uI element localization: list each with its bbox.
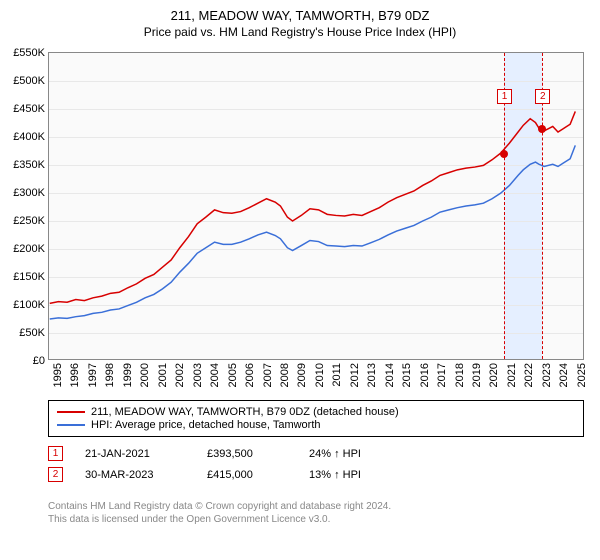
data-row-price: £393,500: [207, 448, 287, 460]
series-blue: [50, 145, 576, 319]
x-axis-label: 2019: [471, 363, 483, 387]
y-axis-label: £300K: [13, 187, 45, 199]
y-axis-label: £450K: [13, 103, 45, 115]
chart-marker-box: 2: [535, 89, 550, 104]
x-axis-label: 2018: [454, 363, 466, 387]
legend-row: 211, MEADOW WAY, TAMWORTH, B79 0DZ (deta…: [57, 406, 575, 418]
x-axis-label: 2005: [227, 363, 239, 387]
data-row-pct: 24% ↑ HPI: [309, 448, 389, 460]
legend-swatch: [57, 424, 85, 426]
x-axis-label: 1996: [69, 363, 81, 387]
data-row-price: £415,000: [207, 469, 287, 481]
series-red: [50, 111, 576, 303]
y-axis-label: £550K: [13, 47, 45, 59]
x-axis-label: 2008: [279, 363, 291, 387]
x-axis-label: 1999: [122, 363, 134, 387]
x-axis-label: 2013: [366, 363, 378, 387]
x-axis-label: 2022: [523, 363, 535, 387]
x-axis-label: 1997: [87, 363, 99, 387]
x-axis-label: 2010: [314, 363, 326, 387]
footer-line-1: Contains HM Land Registry data © Crown c…: [48, 500, 391, 513]
plot-area: £0£50K£100K£150K£200K£250K£300K£350K£400…: [48, 52, 584, 360]
y-axis-label: £100K: [13, 299, 45, 311]
data-row: 2 30-MAR-2023 £415,000 13% ↑ HPI: [48, 467, 389, 482]
chart-container: 211, MEADOW WAY, TAMWORTH, B79 0DZ Price…: [0, 0, 600, 560]
data-row-pct: 13% ↑ HPI: [309, 469, 389, 481]
data-row-date: 30-MAR-2023: [85, 469, 185, 481]
y-axis-label: £250K: [13, 215, 45, 227]
legend-label: 211, MEADOW WAY, TAMWORTH, B79 0DZ (deta…: [91, 406, 399, 418]
y-axis-label: £0: [33, 355, 45, 367]
x-axis-label: 2016: [419, 363, 431, 387]
x-axis-label: 1998: [104, 363, 116, 387]
x-axis-label: 2000: [139, 363, 151, 387]
footer-text: Contains HM Land Registry data © Crown c…: [48, 500, 391, 526]
y-axis-label: £200K: [13, 243, 45, 255]
x-axis-label: 2003: [192, 363, 204, 387]
y-axis-label: £150K: [13, 271, 45, 283]
x-axis-label: 2017: [436, 363, 448, 387]
x-axis-label: 2004: [209, 363, 221, 387]
legend-label: HPI: Average price, detached house, Tamw…: [91, 419, 321, 431]
x-axis-label: 2007: [262, 363, 274, 387]
x-axis-label: 2014: [384, 363, 396, 387]
chart-marker-dot: [500, 150, 508, 158]
chart-marker-box: 1: [497, 89, 512, 104]
footer-line-2: This data is licensed under the Open Gov…: [48, 513, 391, 526]
data-row-date: 21-JAN-2021: [85, 448, 185, 460]
transaction-rows: 1 21-JAN-2021 £393,500 24% ↑ HPI 2 30-MAR-202…: [48, 446, 389, 488]
legend-box: 211, MEADOW WAY, TAMWORTH, B79 0DZ (deta…: [48, 400, 584, 437]
x-axis-label: 2012: [349, 363, 361, 387]
y-axis-label: £50K: [19, 327, 45, 339]
x-axis-label: 2015: [401, 363, 413, 387]
x-axis-label: 2023: [541, 363, 553, 387]
data-row-marker: 2: [48, 467, 63, 482]
chart-title: 211, MEADOW WAY, TAMWORTH, B79 0DZ: [0, 8, 600, 23]
y-axis-label: £400K: [13, 131, 45, 143]
x-axis-label: 2021: [506, 363, 518, 387]
data-row-marker: 1: [48, 446, 63, 461]
x-axis-label: 2011: [331, 363, 343, 387]
chart-subtitle: Price paid vs. HM Land Registry's House …: [0, 25, 600, 39]
x-axis-label: 2025: [576, 363, 588, 387]
y-axis-label: £500K: [13, 75, 45, 87]
x-axis-label: 1995: [52, 363, 64, 387]
legend-row: HPI: Average price, detached house, Tamw…: [57, 419, 575, 431]
title-block: 211, MEADOW WAY, TAMWORTH, B79 0DZ Price…: [0, 0, 600, 39]
x-axis-label: 2006: [244, 363, 256, 387]
x-axis-label: 2001: [157, 363, 169, 387]
legend-swatch: [57, 411, 85, 413]
x-axis-label: 2009: [296, 363, 308, 387]
x-axis-label: 2024: [558, 363, 570, 387]
chart-marker-dot: [538, 125, 546, 133]
x-axis-label: 2020: [488, 363, 500, 387]
x-axis-label: 2002: [174, 363, 186, 387]
data-row: 1 21-JAN-2021 £393,500 24% ↑ HPI: [48, 446, 389, 461]
y-axis-label: £350K: [13, 159, 45, 171]
